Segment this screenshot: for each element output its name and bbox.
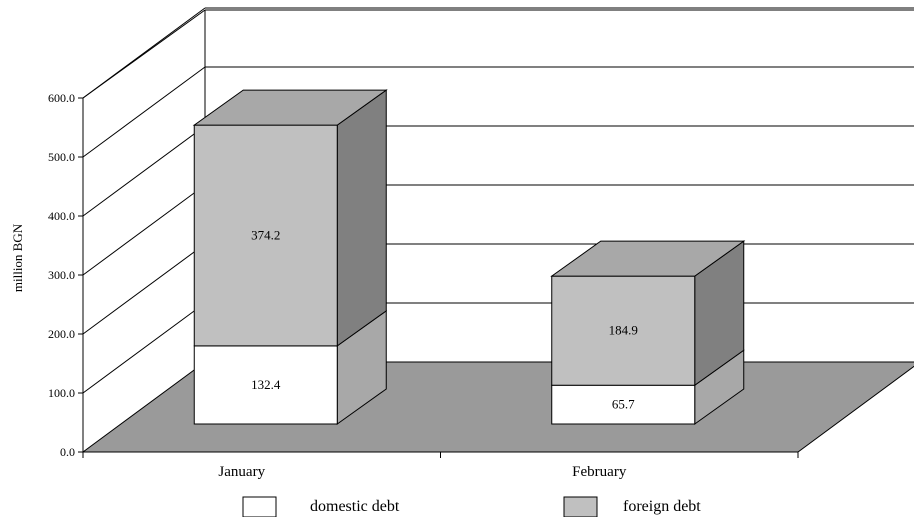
y-axis-title: million BGN	[10, 223, 25, 292]
gridline-side	[82, 243, 206, 335]
y-tick-label: 0.0	[60, 445, 75, 459]
y-tick-label: 100.0	[48, 386, 75, 400]
legend-label-foreign: foreign debt	[623, 498, 701, 515]
category-label-january: January	[218, 464, 265, 480]
category-labels: January February	[218, 464, 626, 480]
bar-domestic-debt-february	[551, 384, 696, 425]
legend: domestic debt foreign debt	[242, 496, 701, 517]
gridline-side	[82, 66, 206, 158]
y-tick-label: 300.0	[48, 268, 75, 282]
legend-swatch-foreign	[563, 496, 598, 517]
y-tick-label: 200.0	[48, 327, 75, 341]
chart-axes: 0.0 100.0 200.0 300.0 400.0 500.0 600.0	[48, 91, 799, 459]
gridline-side	[82, 302, 206, 394]
gridline-side	[82, 125, 206, 217]
data-label: 65.7	[612, 397, 635, 412]
bar-top-january	[192, 89, 388, 126]
data-label: 184.9	[609, 323, 638, 338]
legend-label-domestic: domestic debt	[310, 498, 400, 515]
data-label: 374.2	[251, 227, 280, 242]
bar-domestic-debt-january	[193, 345, 338, 425]
bar-side-foreign-debt	[336, 89, 387, 347]
bar-foreign-debt-january	[193, 124, 338, 347]
gridline-side	[82, 184, 206, 276]
bar-foreign-debt-february	[551, 275, 696, 386]
data-label: 132.4	[251, 377, 281, 392]
y-tick-label: 500.0	[48, 150, 75, 164]
category-label-february: February	[572, 464, 627, 480]
left-wall-top-edge	[82, 9, 206, 99]
chart-bars: 132.4 374.2 65.7 184.9	[192, 89, 746, 425]
bar-top-february	[550, 240, 746, 277]
y-tick-label: 600.0	[48, 91, 75, 105]
legend-swatch-domestic	[242, 496, 277, 517]
y-tick-label: 400.0	[48, 209, 75, 223]
